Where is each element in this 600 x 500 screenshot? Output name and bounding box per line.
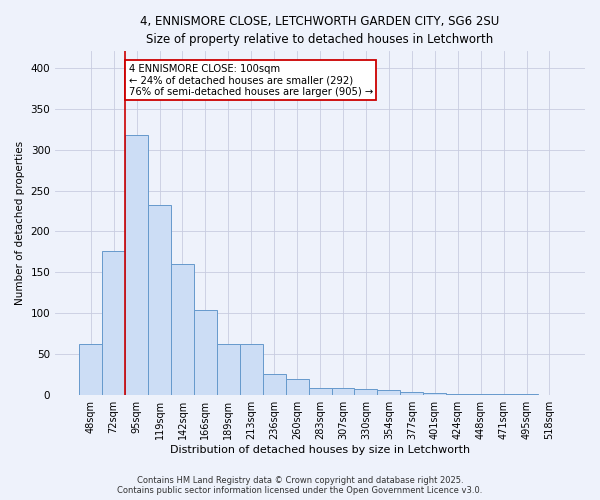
Bar: [217, 344, 240, 395]
Bar: [286, 379, 308, 395]
Bar: [125, 135, 148, 395]
Bar: [308, 388, 332, 395]
Bar: [377, 390, 400, 395]
Text: Contains HM Land Registry data © Crown copyright and database right 2025.
Contai: Contains HM Land Registry data © Crown c…: [118, 476, 482, 495]
Bar: [102, 251, 125, 395]
Bar: [515, 394, 538, 395]
Bar: [194, 310, 217, 395]
Bar: [355, 390, 377, 395]
Bar: [263, 374, 286, 395]
Bar: [171, 264, 194, 395]
Bar: [492, 394, 515, 395]
Bar: [240, 344, 263, 395]
Bar: [469, 394, 492, 395]
Bar: [400, 392, 423, 395]
Bar: [148, 206, 171, 395]
Bar: [332, 388, 355, 395]
Text: 4 ENNISMORE CLOSE: 100sqm
← 24% of detached houses are smaller (292)
76% of semi: 4 ENNISMORE CLOSE: 100sqm ← 24% of detac…: [128, 64, 373, 97]
Bar: [446, 394, 469, 395]
Title: 4, ENNISMORE CLOSE, LETCHWORTH GARDEN CITY, SG6 2SU
Size of property relative to: 4, ENNISMORE CLOSE, LETCHWORTH GARDEN CI…: [140, 15, 500, 46]
Bar: [79, 344, 102, 395]
Y-axis label: Number of detached properties: Number of detached properties: [15, 141, 25, 306]
Bar: [423, 393, 446, 395]
X-axis label: Distribution of detached houses by size in Letchworth: Distribution of detached houses by size …: [170, 445, 470, 455]
